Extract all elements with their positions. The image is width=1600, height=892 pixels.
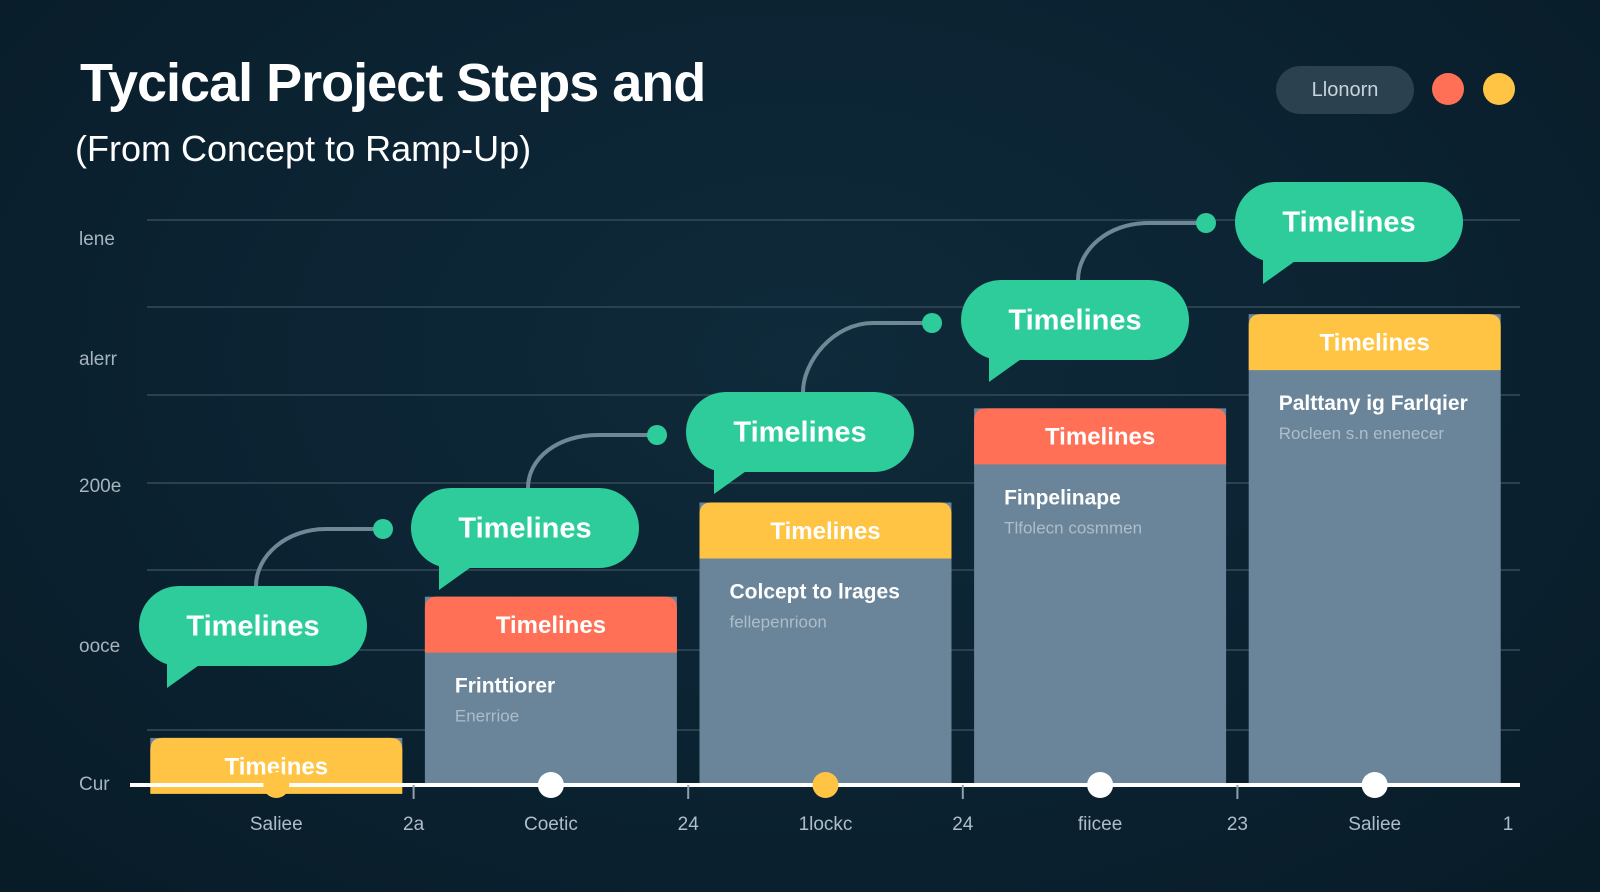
bar-header xyxy=(150,737,403,794)
bar-sublabel: Rocleen s.n enenecer xyxy=(1279,424,1445,443)
x-tick-label: 1 xyxy=(1503,814,1514,835)
callout-tail xyxy=(989,352,1031,382)
bar-sublabel: Enerrioe xyxy=(455,707,519,726)
callout-tail xyxy=(439,560,481,590)
connector-dot xyxy=(1196,213,1216,233)
axis-marker xyxy=(1361,772,1388,798)
callout-connector xyxy=(526,433,657,489)
callout-bubble xyxy=(686,392,914,472)
callout-bubble xyxy=(411,488,639,568)
callout-bubble xyxy=(961,280,1189,360)
bar xyxy=(1248,314,1501,785)
connector-dot xyxy=(647,425,667,445)
y-tick-label: lene xyxy=(79,229,115,250)
callout-tail xyxy=(714,464,756,494)
bar-header xyxy=(424,596,677,653)
bar-label: Palttany ig Farlqier xyxy=(1279,392,1468,415)
y-tick-label: 200e xyxy=(79,476,121,497)
bar-header xyxy=(699,502,952,559)
y-tick-label: alerr xyxy=(79,349,118,370)
callout-connector xyxy=(254,527,383,587)
y-tick-label: Cur xyxy=(79,774,110,795)
callout-connector xyxy=(801,321,932,393)
bar-header-label: Timelines xyxy=(1045,424,1155,451)
callout-label: Timelines xyxy=(458,513,591,545)
axis-marker xyxy=(1087,772,1114,798)
bar-header-label: Timelines xyxy=(770,518,880,545)
chart-title: Tycical Project Steps and xyxy=(80,53,706,113)
bar-header xyxy=(974,408,1227,465)
x-tick-label: 23 xyxy=(1227,814,1248,835)
bar-label: Frinttiorer xyxy=(455,675,555,698)
x-tick-label: Saliee xyxy=(250,814,303,835)
callout-label: Timelines xyxy=(186,611,319,643)
axis-marker xyxy=(263,772,290,798)
x-tick-label: Coetic xyxy=(524,814,578,835)
bar xyxy=(974,408,1227,785)
callout-tail xyxy=(1263,254,1305,284)
callout-label: Timelines xyxy=(1282,207,1415,239)
axis-marker xyxy=(537,772,564,798)
x-tick-label: 24 xyxy=(678,814,700,835)
connector-dot xyxy=(922,313,942,333)
y-tick-label: ooce xyxy=(79,636,120,657)
x-tick-label: 1lockc xyxy=(799,814,853,835)
bar-label: Finpelinape xyxy=(1004,486,1121,509)
callout-bubble xyxy=(139,586,367,666)
chart-subtitle: (From Concept to Ramp-Up) xyxy=(75,128,532,169)
callout-connector xyxy=(1076,221,1206,281)
bar-sublabel: fellepenrioon xyxy=(730,613,827,632)
legend-button[interactable]: Llonorn xyxy=(1276,66,1414,114)
legend-dot-yellow-icon[interactable] xyxy=(1483,73,1515,105)
bar-header xyxy=(1248,314,1501,371)
x-tick-label: Saliee xyxy=(1348,814,1401,835)
x-tick-label: 2a xyxy=(403,814,425,835)
callout-tail xyxy=(167,658,209,688)
axis-marker xyxy=(812,772,839,798)
connector-dot xyxy=(373,519,393,539)
callout-label: Timelines xyxy=(733,417,866,449)
bar-label: Colcept to lrages xyxy=(730,581,900,604)
bar-sublabel: Tlfolecn cosmmen xyxy=(1004,518,1142,537)
legend-dot-red-icon[interactable] xyxy=(1432,73,1464,105)
bar-header-label: Timelines xyxy=(496,612,606,639)
callout-label: Timelines xyxy=(1008,305,1141,337)
bar-header-label: Timelines xyxy=(1320,330,1430,357)
callout-bubble xyxy=(1235,182,1463,262)
x-tick-label: fiicee xyxy=(1078,814,1122,835)
x-tick-label: 24 xyxy=(952,814,974,835)
